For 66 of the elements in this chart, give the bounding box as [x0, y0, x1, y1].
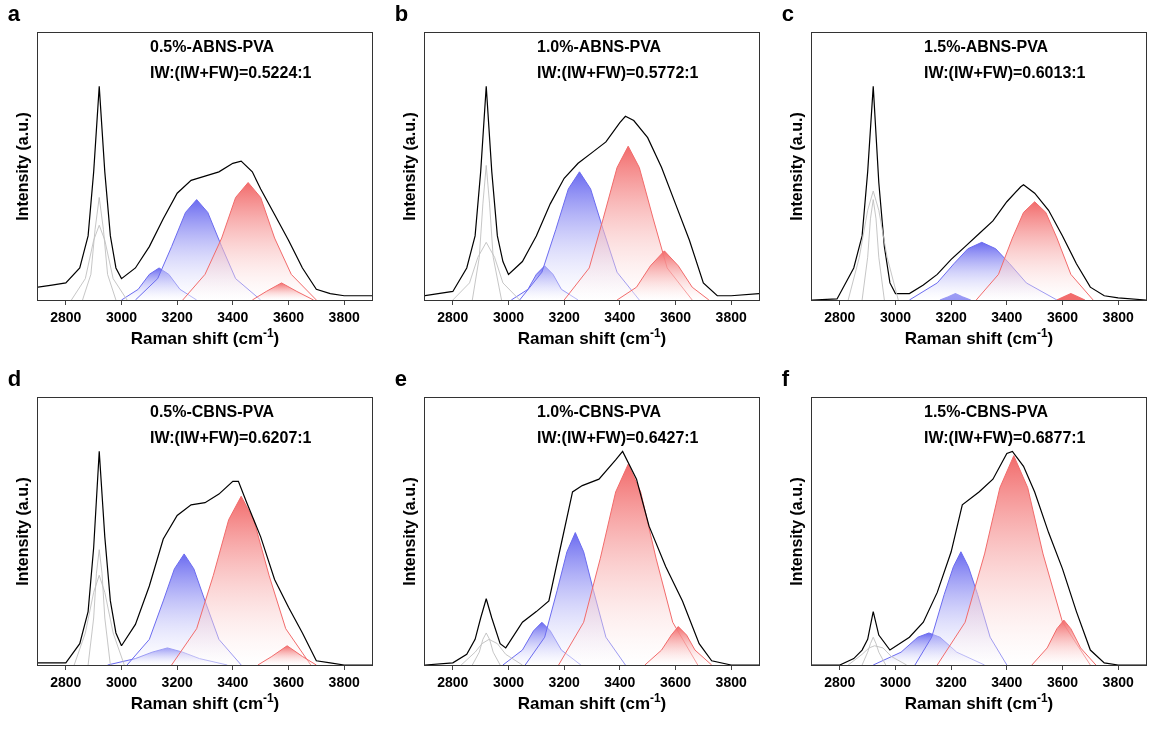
x-axis-title: Raman shift (cm$^{-1}$)	[517, 326, 667, 349]
x-tick-label: 3600	[659, 308, 692, 325]
chart-title: c	[781, 0, 794, 26]
x-tick-label: 2800	[824, 673, 856, 690]
x-tick-label: 2800	[50, 308, 82, 325]
x-tick-label: 3000	[492, 308, 525, 325]
chart-title: f	[781, 365, 790, 391]
x-tick-label: 3200	[548, 673, 580, 690]
chart-title: e	[394, 365, 407, 391]
x-tick-label: 2800	[437, 673, 469, 690]
x-tick-label: 3200	[161, 308, 193, 325]
x-tick-label: 3000	[492, 673, 525, 690]
x-tick-label: 3800	[1102, 673, 1134, 690]
x-axis-title: Raman shift (cm$^{-1}$)	[130, 691, 280, 714]
y-axis-title: Intensity (a.u.)	[13, 477, 31, 586]
x-tick-label: 3400	[991, 308, 1023, 325]
x-tick-label: 3400	[217, 673, 249, 690]
x-tick-label: 3800	[328, 673, 360, 690]
chart-title: b	[394, 0, 409, 26]
text: 1.5%-CBNS-PVA	[924, 403, 1049, 420]
text: IW:(IW+FW)=0.6877:1	[924, 429, 1086, 446]
x-tick-label: 2800	[824, 308, 856, 325]
x-tick-label: 3400	[217, 308, 249, 325]
x-tick-label: 3000	[879, 673, 912, 690]
x-tick-label: 3400	[604, 308, 636, 325]
x-tick-label: 3600	[272, 308, 305, 325]
x-axis-title: Raman shift (cm$^{-1}$)	[904, 326, 1054, 349]
x-tick-label: 3600	[659, 673, 692, 690]
text: IW:(IW+FW)=0.6207:1	[150, 429, 312, 446]
text: 1.0%-CBNS-PVA	[537, 403, 662, 420]
x-tick-label: 3800	[1102, 308, 1134, 325]
text: 1.5%-ABNS-PVA	[924, 38, 1049, 55]
x-tick-label: 2800	[437, 308, 469, 325]
x-tick-label: 2800	[50, 673, 82, 690]
text: 1.0%-ABNS-PVA	[537, 38, 662, 55]
text: IW:(IW+FW)=0.6427:1	[537, 429, 699, 446]
x-axis-title: Raman shift (cm$^{-1}$)	[517, 691, 667, 714]
x-tick-label: 3400	[991, 673, 1023, 690]
x-tick-label: 3800	[715, 308, 747, 325]
x-tick-label: 3200	[161, 673, 193, 690]
x-tick-label: 3000	[105, 308, 138, 325]
x-axis-title: Raman shift (cm$^{-1}$)	[904, 691, 1054, 714]
x-tick-label: 3800	[715, 673, 747, 690]
text: IW:(IW+FW)=0.5224:1	[150, 64, 312, 81]
x-tick-label: 3200	[935, 308, 967, 325]
chart-title: a	[7, 0, 21, 26]
x-tick-label: 3000	[879, 308, 912, 325]
y-axis-title: Intensity (a.u.)	[787, 477, 805, 586]
text: IW:(IW+FW)=0.6013:1	[924, 64, 1086, 81]
chart-title: d	[7, 365, 22, 391]
x-tick-label: 3200	[548, 308, 580, 325]
y-axis-title: Intensity (a.u.)	[400, 112, 418, 221]
y-axis-title: Intensity (a.u.)	[787, 112, 805, 221]
text: 0.5%-ABNS-PVA	[150, 38, 275, 55]
y-axis-title: Intensity (a.u.)	[13, 112, 31, 221]
x-axis-title: Raman shift (cm$^{-1}$)	[130, 326, 280, 349]
text: 0.5%-CBNS-PVA	[150, 403, 275, 420]
x-tick-label: 3600	[272, 673, 305, 690]
x-tick-label: 3200	[935, 673, 967, 690]
y-axis-title: Intensity (a.u.)	[400, 477, 418, 586]
x-tick-label: 3400	[604, 673, 636, 690]
x-tick-label: 3000	[105, 673, 138, 690]
x-tick-label: 3800	[328, 308, 360, 325]
x-tick-label: 3600	[1046, 308, 1079, 325]
x-tick-label: 3600	[1046, 673, 1079, 690]
text: IW:(IW+FW)=0.5772:1	[537, 64, 699, 81]
